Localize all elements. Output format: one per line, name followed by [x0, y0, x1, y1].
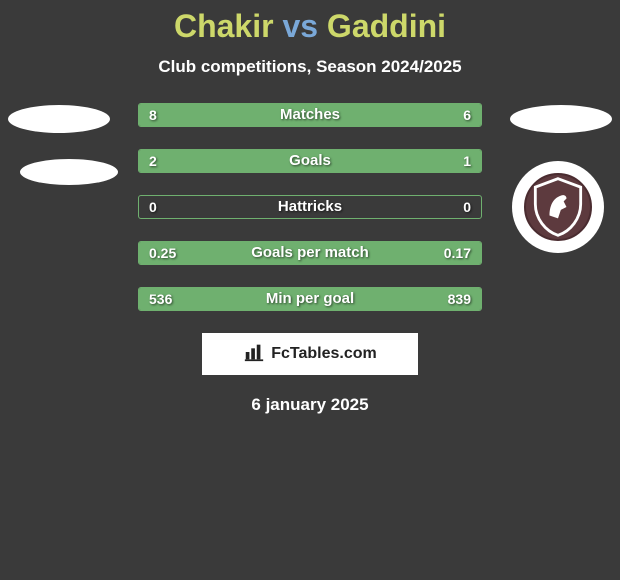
stat-label: Goals per match — [139, 242, 481, 264]
stat-row: 8Matches6 — [138, 103, 482, 127]
shield-horse-icon — [520, 169, 596, 245]
stat-row: 0.25Goals per match0.17 — [138, 241, 482, 265]
stat-row: 0Hattricks0 — [138, 195, 482, 219]
footer-date: 6 january 2025 — [0, 395, 620, 415]
stat-value-right: 6 — [463, 104, 471, 126]
subtitle: Club competitions, Season 2024/2025 — [0, 57, 620, 77]
player1-club-placeholder — [20, 159, 118, 185]
stat-label: Matches — [139, 104, 481, 126]
player1-name: Chakir — [174, 8, 274, 44]
stat-label: Hattricks — [139, 196, 481, 218]
stat-row: 536Min per goal839 — [138, 287, 482, 311]
stat-value-right: 1 — [463, 150, 471, 172]
stat-value-right: 0.17 — [444, 242, 471, 264]
stats-area: 8Matches6 2Goals1 0Hattricks0 0.25Goals per… — [0, 103, 620, 311]
brand-text: FcTables.com — [271, 345, 377, 363]
stat-label: Min per goal — [139, 288, 481, 310]
stat-value-right: 0 — [463, 196, 471, 218]
stat-row: 2Goals1 — [138, 149, 482, 173]
page-title: Chakir vs Gaddini — [0, 8, 620, 45]
brand-badge[interactable]: FcTables.com — [202, 333, 418, 375]
player2-avatar-placeholder — [510, 105, 612, 133]
stat-label: Goals — [139, 150, 481, 172]
stat-value-right: 839 — [448, 288, 471, 310]
player1-avatar-placeholder — [8, 105, 110, 133]
comparison-widget: Chakir vs Gaddini Club competitions, Sea… — [0, 0, 620, 415]
comparison-bars: 8Matches6 2Goals1 0Hattricks0 0.25Goals per… — [138, 103, 482, 311]
player2-club-badge — [512, 161, 604, 253]
player2-name: Gaddini — [327, 8, 446, 44]
vs-text: vs — [282, 8, 318, 44]
bar-chart-icon — [243, 341, 265, 368]
